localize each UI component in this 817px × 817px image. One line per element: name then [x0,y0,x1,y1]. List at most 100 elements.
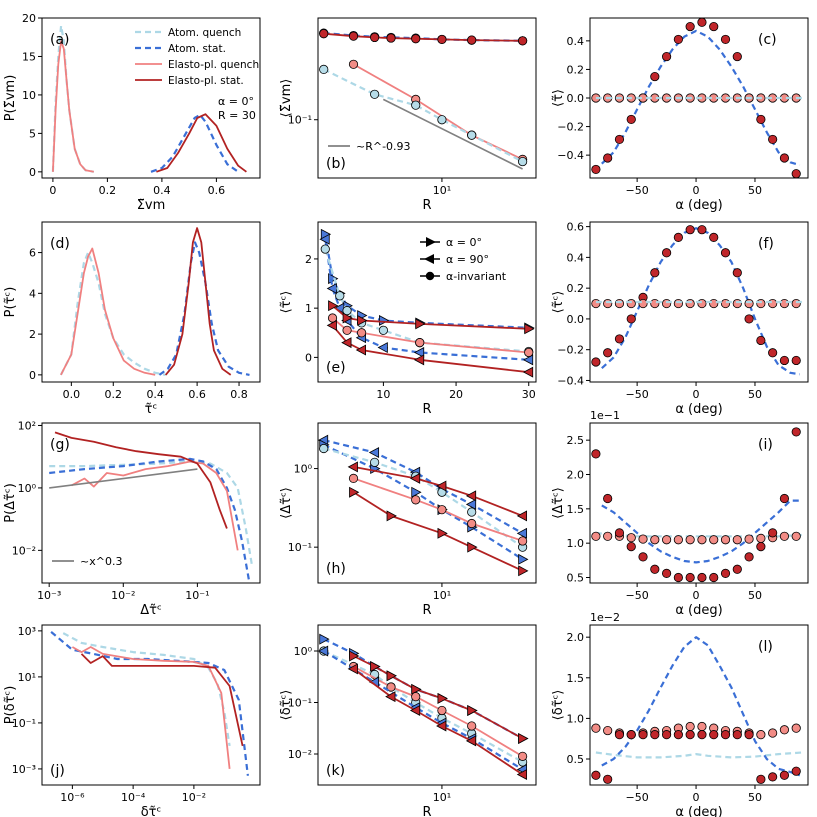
alpha-note: α = 0° [218,95,254,108]
data-point [518,565,529,577]
panel-tag: (c) [758,32,777,48]
axes-frame [317,422,537,584]
y-axis-label: P(δτ̃ᶜ) [3,686,18,725]
data-point [638,552,648,562]
data-point [518,553,529,565]
panel-tag: (d) [50,236,70,252]
data-point [603,725,613,736]
legend-label: α = 90° [446,253,489,266]
data-point [673,232,683,242]
data-point [411,34,421,44]
data-point [685,21,695,32]
series-line [382,98,523,170]
data-point [437,115,447,125]
panel-e: 10 20 30 0 1 2 R ⟨τ̃ᶜ⟩ (e) α = 0° α = 90° α-invaria… [279,221,537,417]
data-point [661,568,672,578]
data-point [348,31,359,41]
data-point [685,535,695,545]
data-point [436,720,447,732]
data-point [467,541,478,553]
data-point [603,298,613,309]
y-axis-label: ⟨Δτ̃ᶜ⟩ [551,487,566,519]
x-axis-label: R [422,402,431,417]
data-point [415,338,425,348]
data-point [603,493,613,504]
data-point [328,300,339,312]
data-point [386,33,396,43]
data-point [626,314,636,324]
data-point [465,498,477,510]
x-tick-label: 0.4 [146,388,164,401]
data-point [518,156,528,167]
y-tick-label: 0.6 [567,221,585,234]
plot-area [318,633,529,780]
data-point [522,366,534,378]
data-point [348,59,359,69]
axis-scale-note: 1e−1 [590,409,620,422]
x-axis-label: R [422,603,431,618]
data-point [779,493,790,504]
data-point [732,51,742,62]
data-point [756,298,766,309]
y-axis-label: P(Σ̃vm) [3,75,18,122]
series-line [62,632,231,747]
data-point [368,447,380,458]
data-point [516,769,528,780]
data-point [661,730,672,740]
y-tick-label: 10² [18,419,36,432]
y-tick-label: 2.0 [567,469,585,482]
data-point [685,225,695,235]
data-point [415,318,426,330]
data-point [661,298,672,309]
data-point [720,34,731,45]
y-axis-label: ⟨τ̃⟩ [551,89,566,107]
data-point [437,527,448,539]
data-point [591,723,601,733]
x-tick-label: −50 [626,791,649,804]
series-line [595,751,803,759]
data-point [697,572,707,583]
x-tick-label: −50 [626,388,649,401]
y-tick-label: 5 [29,127,36,140]
data-point [756,335,766,346]
data-point [779,770,790,780]
y-tick-label: 2.5 [567,434,585,447]
legend-label: Atom. stat. [168,43,226,55]
panel-a: 0 0.2 0.4 0.6 0 5 10 15 20 Σ̃vm P(Σ̃vm) (a) Atom. qu… [3,12,261,213]
data-point [779,531,790,541]
data-point [650,535,660,545]
data-point [768,728,778,738]
y-tick-label: 4 [29,287,36,300]
legend-label: Elasto-pl. quench [168,59,259,71]
data-point [347,663,358,675]
y-tick-label: 0.5 [567,572,585,585]
data-point [697,730,707,740]
data-point [409,472,421,484]
data-point [768,772,778,782]
data-point [709,535,719,545]
data-point [319,633,330,645]
data-point [591,770,601,780]
ref-legend-label: ~x^0.3 [80,555,122,568]
panel-b: 10¹ 10⁻¹ R ⟨Σ̃vm⟩ (b) ~R^-0.93 [279,17,537,213]
x-axis-label: R [422,198,431,213]
y-axis-label: ⟨δτ̃ᶜ⟩ [551,690,566,721]
r-note: R = 30 [218,109,256,122]
y-axis-label: ⟨τ̃ᶜ⟩ [551,291,566,314]
panel-tag: (k) [326,763,345,779]
data-point [385,691,396,703]
y-axis-label: ⟨Δτ̃ᶜ⟩ [279,487,294,519]
data-point [348,473,359,483]
data-point [320,244,330,254]
data-point [791,355,801,366]
series-line [323,68,524,163]
data-point [744,730,754,740]
series-line [324,248,529,353]
axes-frame [589,422,809,584]
data-point [370,457,380,467]
axes-frame [317,624,537,786]
data-point [626,542,636,552]
y-axis-label: ⟨τ̃ᶜ⟩ [279,291,294,314]
y-axis-label: ⟨δτ̃ᶜ⟩ [279,690,294,721]
plot-area [319,228,535,378]
